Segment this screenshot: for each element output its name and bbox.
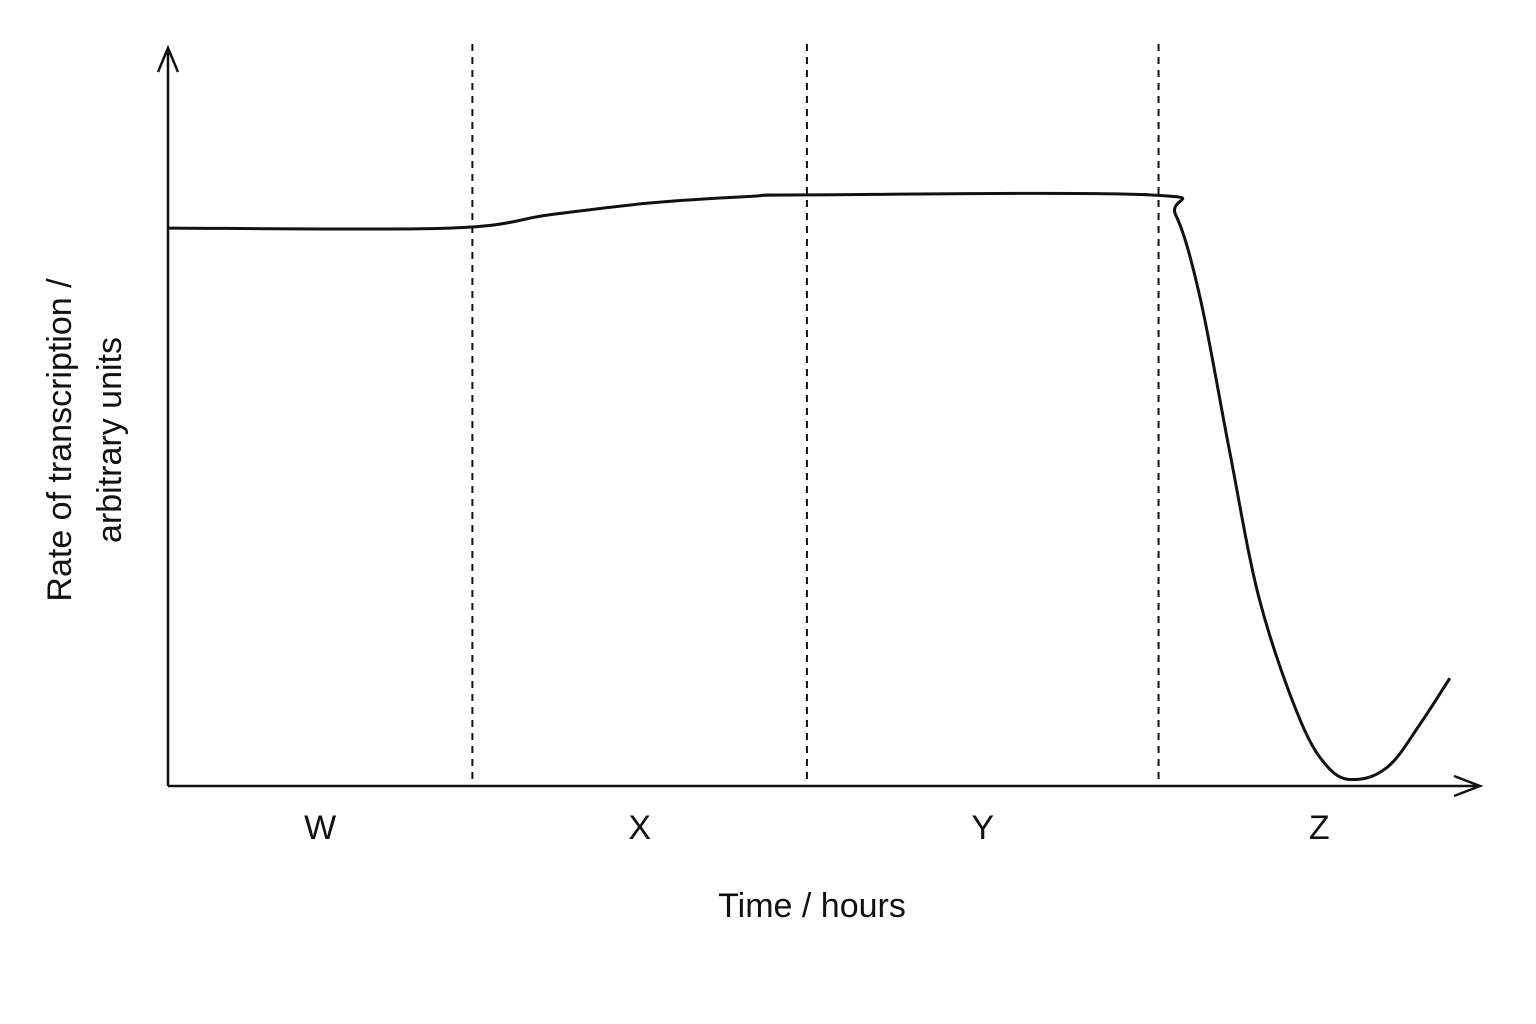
x-axis-title: Time / hours [718,887,906,925]
region-label: Y [971,809,994,847]
y-axis-arrow [156,44,180,73]
y-axis-title-line: Rate of transcription / [41,278,79,602]
region-label: Z [1309,809,1330,847]
y-axis-title: Rate of transcription / arbitrary units [41,278,129,602]
region-label: X [628,809,651,847]
region-label: W [304,809,336,847]
y-axis-title-line: arbitrary units [91,337,129,543]
axes [156,44,1484,798]
x-axis-arrow [1453,774,1484,798]
curve [167,191,1452,782]
